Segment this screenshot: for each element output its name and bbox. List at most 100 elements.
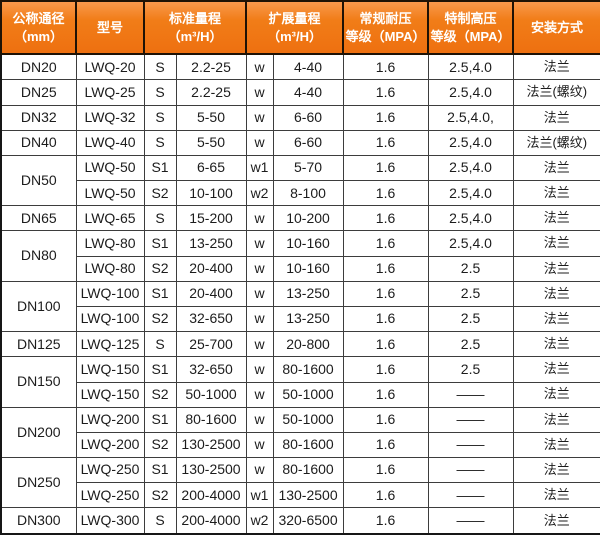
- cell-standard-range: 10-100: [175, 180, 247, 207]
- cell-extended-code: w: [245, 104, 274, 131]
- cell-special-pressure: ——: [427, 406, 514, 433]
- cell-extended-range: 6-60: [272, 129, 344, 156]
- cell-extended-range: 20-800: [272, 331, 344, 358]
- cell-standard-code: S: [143, 53, 177, 81]
- cell-standard-code: S2: [143, 482, 177, 509]
- table-row: LWQ-80 S2 20-400 w 10-160 1.6 2.5 法兰: [1, 255, 600, 282]
- cell-extended-range: 320-6500: [272, 507, 344, 535]
- cell-extended-code: w: [245, 255, 274, 282]
- cell-model: LWQ-125: [75, 331, 145, 358]
- cell-extended-range: 4-40: [272, 53, 344, 81]
- cell-standard-code: S2: [143, 255, 177, 282]
- cell-installation: 法兰: [512, 482, 600, 509]
- table-row: DN65 LWQ-65 S 15-200 w 10-200 1.6 2.5,4.0 法兰: [0, 205, 600, 232]
- table-row: DN200 LWQ-200 S1 80-1600 w 50-1000 1.6 —— 法兰: [0, 406, 600, 459]
- cell-regular-pressure: 1.6: [342, 381, 429, 408]
- cell-installation: 法兰: [512, 280, 600, 307]
- cell-installation: 法兰: [512, 457, 600, 484]
- cell-extended-range: 13-250: [272, 305, 344, 333]
- cell-nominal-diameter: DN65: [0, 205, 77, 232]
- table-row: LWQ-100 S2 32-650 w 13-250 1.6 2.5 法兰: [1, 305, 600, 333]
- cell-extended-range: 4-40: [272, 79, 344, 106]
- table-row: DN300 LWQ-300 S 200-4000 w2 320-6500 1.6 —— 法兰: [0, 507, 600, 535]
- header-nominal-diameter: 公称通径 （mm）: [0, 0, 77, 55]
- cell-model: LWQ-65: [75, 205, 145, 232]
- cell-extended-code: w: [245, 205, 274, 232]
- header-installation: 安装方式: [512, 0, 600, 55]
- table-row: DN250 LWQ-250 S1 130-2500 w 80-1600 1.6 —— 法兰: [0, 457, 600, 509]
- table-row: DN100 LWQ-100 S1 20-400 w 13-250 1.6 2.5 法兰: [0, 280, 600, 333]
- cell-special-pressure: ——: [427, 381, 514, 408]
- cell-installation: 法兰: [512, 431, 600, 459]
- cell-special-pressure: 2.5,4.0: [427, 180, 514, 207]
- cell-standard-range: 2.2-25: [175, 79, 247, 106]
- cell-extended-range: 10-200: [272, 205, 344, 232]
- cell-special-pressure: 2.5: [427, 331, 514, 358]
- cell-installation: 法兰: [512, 255, 600, 282]
- cell-extended-code: w: [245, 331, 274, 358]
- cell-regular-pressure: 1.6: [342, 205, 429, 232]
- cell-standard-code: S1: [143, 280, 177, 307]
- header-regular-pressure: 常规耐压 等级（MPA）: [342, 0, 430, 55]
- cell-regular-pressure: 1.6: [342, 482, 429, 509]
- cell-standard-code: S: [143, 331, 177, 358]
- cell-model: LWQ-50: [75, 154, 145, 182]
- cell-special-pressure: ——: [427, 431, 514, 459]
- cell-special-pressure: 2.5,4.0,: [427, 104, 514, 131]
- cell-standard-range: 2.2-25: [175, 53, 247, 81]
- cell-model: LWQ-40: [75, 129, 145, 156]
- cell-installation: 法兰: [512, 230, 600, 257]
- cell-special-pressure: 2.5: [427, 255, 514, 282]
- table-body: DN20 LWQ-20 S 2.2-25 w 4-40 1.6 2.5,4.0 法兰 DN25 LW…: [0, 53, 600, 535]
- cell-nominal-diameter: DN50: [0, 154, 77, 207]
- cell-extended-code: w: [245, 381, 274, 408]
- table-row: LWQ-200 S2 130-2500 w 80-1600 1.6 —— 法兰: [1, 431, 600, 459]
- cell-model: LWQ-200: [75, 431, 145, 459]
- cell-nominal-diameter: DN100: [0, 280, 77, 333]
- table-row: DN40 LWQ-40 S 5-50 w 6-60 1.6 2.5,4.0 法兰(螺纹): [0, 129, 600, 156]
- cell-installation: 法兰: [512, 104, 600, 131]
- cell-installation: 法兰(螺纹): [512, 129, 600, 156]
- cell-standard-code: S2: [143, 431, 177, 459]
- cell-standard-range: 50-1000: [175, 381, 247, 408]
- cell-regular-pressure: 1.6: [342, 356, 429, 383]
- cell-model: LWQ-200: [75, 406, 145, 433]
- header-row: 公称通径 （mm） 型号 标准量程 （m³/H） 扩展量程 （m³/H） 常规耐…: [0, 0, 600, 55]
- cell-nominal-diameter: DN32: [0, 104, 77, 131]
- cell-extended-code: w2: [245, 180, 274, 207]
- table-header: 公称通径 （mm） 型号 标准量程 （m³/H） 扩展量程 （m³/H） 常规耐…: [0, 0, 600, 55]
- cell-standard-range: 80-1600: [175, 406, 247, 433]
- cell-standard-code: S: [143, 79, 177, 106]
- cell-model: LWQ-100: [75, 280, 145, 307]
- table-row: LWQ-150 S2 50-1000 w 50-1000 1.6 —— 法兰: [1, 381, 600, 408]
- cell-regular-pressure: 1.6: [342, 406, 429, 433]
- cell-standard-range: 5-50: [175, 129, 247, 156]
- cell-installation: 法兰: [512, 406, 600, 433]
- cell-extended-range: 80-1600: [272, 457, 344, 484]
- cell-extended-code: w: [245, 406, 274, 433]
- cell-extended-code: w: [245, 431, 274, 459]
- cell-nominal-diameter: DN200: [0, 406, 77, 459]
- cell-extended-range: 130-2500: [272, 482, 344, 509]
- cell-special-pressure: 2.5,4.0: [427, 79, 514, 106]
- cell-regular-pressure: 1.6: [342, 431, 429, 459]
- cell-standard-code: S1: [143, 406, 177, 433]
- cell-extended-range: 50-1000: [272, 406, 344, 433]
- cell-nominal-diameter: DN40: [0, 129, 77, 156]
- cell-standard-range: 13-250: [175, 230, 247, 257]
- cell-model: LWQ-50: [75, 180, 145, 207]
- cell-model: LWQ-150: [75, 381, 145, 408]
- cell-extended-range: 80-1600: [272, 431, 344, 459]
- cell-regular-pressure: 1.6: [342, 104, 429, 131]
- cell-installation: 法兰: [512, 154, 600, 182]
- cell-regular-pressure: 1.6: [342, 230, 429, 257]
- cell-special-pressure: 2.5,4.0: [427, 129, 514, 156]
- cell-model: LWQ-250: [75, 482, 145, 509]
- cell-extended-code: w: [245, 280, 274, 307]
- cell-standard-code: S2: [143, 305, 177, 333]
- cell-extended-code: w: [245, 53, 274, 81]
- cell-standard-range: 25-700: [175, 331, 247, 358]
- cell-regular-pressure: 1.6: [342, 154, 429, 182]
